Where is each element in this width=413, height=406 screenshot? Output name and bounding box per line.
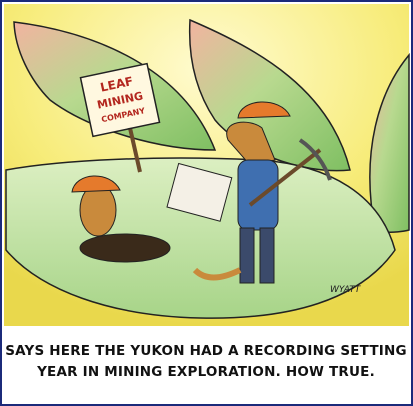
cartoon: LEAF MINING COMPANY WYATT SAYS HERE THE …: [0, 0, 413, 406]
character-body: [238, 160, 278, 230]
caption-line: YEAR IN MINING EXPLORATION. HOW TRUE.: [36, 364, 375, 380]
signature: WYATT: [330, 285, 362, 295]
hole: [80, 234, 170, 262]
leg: [260, 228, 274, 283]
caption-line: SAYS HERE THE YUKON HAD A RECORDING SETT…: [5, 343, 407, 359]
leg: [240, 228, 254, 283]
